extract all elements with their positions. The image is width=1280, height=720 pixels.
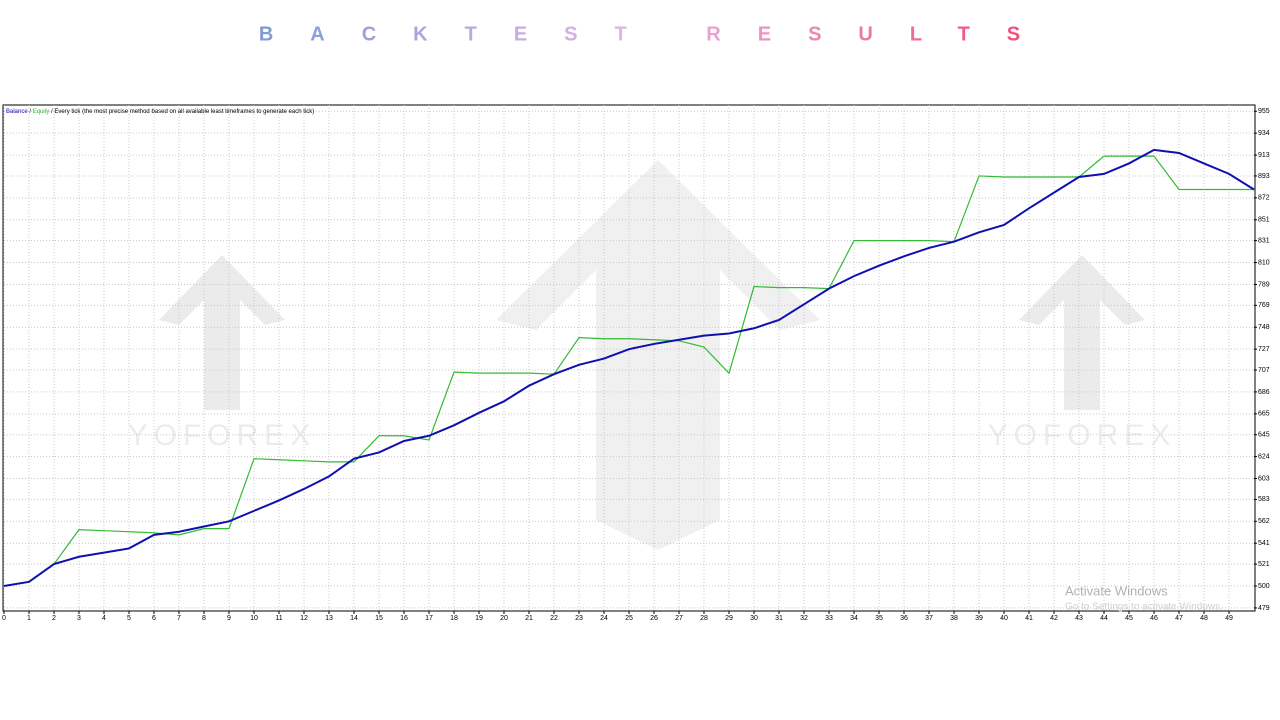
x-tick-label: 26: [650, 615, 658, 622]
x-tick-label: 19: [475, 615, 483, 622]
x-tick-label: 15: [375, 615, 383, 622]
y-tick-label: 893: [1258, 173, 1270, 180]
x-tick-label: 43: [1075, 615, 1083, 622]
x-tick-label: 2: [52, 615, 56, 622]
y-tick-label: 665: [1258, 411, 1270, 418]
y-tick-label: 810: [1258, 259, 1270, 266]
x-tick-label: 35: [875, 615, 883, 622]
x-tick-label: 11: [275, 615, 282, 622]
legend-entry: Equity: [33, 109, 50, 115]
x-tick-label: 24: [600, 615, 608, 622]
y-tick-label: 562: [1258, 518, 1270, 525]
legend: Balance / Equity / Every tick (the most …: [6, 109, 314, 115]
x-tick-label: 40: [1000, 615, 1008, 622]
x-tick-label: 14: [350, 615, 358, 622]
x-tick-label: 1: [27, 615, 31, 622]
x-tick-label: 8: [202, 615, 206, 622]
y-tick-label: 934: [1258, 130, 1270, 137]
x-tick-label: 46: [1150, 615, 1158, 622]
y-tick-label: 748: [1258, 324, 1270, 331]
x-tick-label: 0: [2, 615, 6, 622]
x-tick-label: 37: [925, 615, 933, 622]
x-tick-label: 27: [675, 615, 683, 622]
y-tick-label: 913: [1258, 152, 1270, 159]
y-tick-label: 479: [1258, 605, 1270, 612]
x-tick-label: 21: [525, 615, 533, 622]
y-tick-label: 769: [1258, 302, 1270, 309]
x-tick-label: 41: [1025, 615, 1033, 622]
watermark-logos: [159, 160, 1145, 550]
os-overlay: Activate Windows: [1065, 583, 1168, 598]
y-tick-label: 583: [1258, 496, 1270, 503]
y-tick-label: 624: [1258, 453, 1270, 460]
x-tick-label: 20: [500, 615, 508, 622]
y-tick-label: 603: [1258, 475, 1270, 482]
x-tick-label: 47: [1175, 615, 1183, 622]
x-tick-label: 44: [1100, 615, 1108, 622]
x-tick-label: 25: [625, 615, 633, 622]
y-tick-label: 789: [1258, 281, 1270, 288]
y-tick-label: 645: [1258, 432, 1270, 439]
y-tick-label: 521: [1258, 561, 1270, 568]
y-tick-label: 831: [1258, 237, 1270, 244]
y-tick-label: 851: [1258, 217, 1270, 224]
x-tick-label: 23: [575, 615, 583, 622]
x-tick-label: 7: [177, 615, 181, 622]
x-tick-label: 30: [750, 615, 758, 622]
y-tick-label: 541: [1258, 540, 1270, 547]
chart-title: BACKTEST RESULTS: [259, 23, 1057, 45]
y-tick-label: 500: [1258, 583, 1270, 590]
x-tick-label: 29: [725, 615, 733, 622]
x-tick-label: 32: [800, 615, 808, 622]
x-tick-label: 3: [77, 615, 81, 622]
x-tick-label: 42: [1050, 615, 1058, 622]
y-tick-label: 872: [1258, 195, 1270, 202]
x-tick-label: 9: [227, 615, 231, 622]
watermark-text: YOFOREX: [988, 419, 1177, 452]
x-tick-label: 48: [1200, 615, 1208, 622]
x-tick-label: 34: [850, 615, 858, 622]
legend-entry: Balance: [6, 109, 28, 115]
x-tick-label: 36: [900, 615, 908, 622]
x-tick-label: 16: [400, 615, 408, 622]
x-tick-label: 17: [425, 615, 433, 622]
x-tick-label: 5: [127, 615, 131, 622]
x-tick-label: 45: [1125, 615, 1133, 622]
x-tick-label: 28: [700, 615, 708, 622]
legend-note: Every tick (the most precise method base…: [54, 109, 314, 115]
x-tick-label: 6: [152, 615, 156, 622]
series-line: [3, 155, 1254, 587]
x-tick-label: 31: [775, 615, 783, 622]
x-tick-label: 38: [950, 615, 958, 622]
x-tick-label: 49: [1225, 615, 1233, 622]
y-tick-label: 955: [1258, 108, 1270, 115]
x-tick-label: 10: [250, 615, 258, 622]
os-overlay: Go to Settings to activate Windows.: [1065, 602, 1223, 613]
series-line: [3, 148, 1255, 587]
x-tick-label: 39: [975, 615, 983, 622]
x-tick-label: 22: [550, 615, 558, 622]
x-tick-label: 18: [450, 615, 458, 622]
x-tick-label: 4: [102, 615, 106, 622]
x-tick-label: 13: [325, 615, 333, 622]
watermark-text: YOFOREX: [128, 419, 317, 452]
y-tick-label: 727: [1258, 346, 1270, 353]
y-tick-label: 686: [1258, 389, 1270, 396]
x-tick-label: 12: [300, 615, 308, 622]
x-tick-label: 33: [825, 615, 833, 622]
y-tick-label: 707: [1258, 367, 1270, 374]
